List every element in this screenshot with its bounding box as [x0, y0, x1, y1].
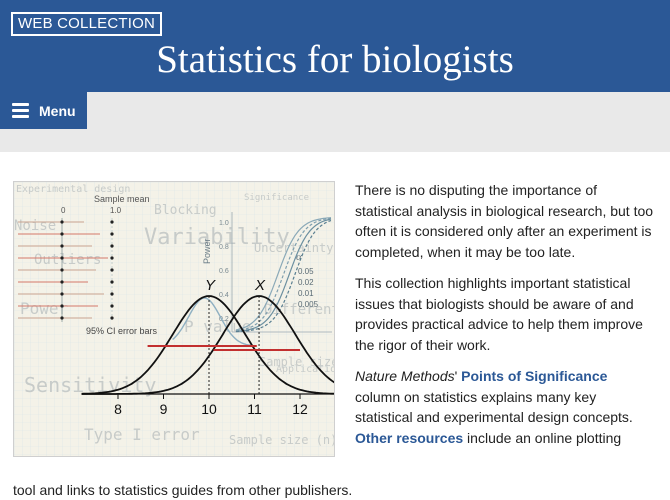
- other-resources-link[interactable]: Other resources: [355, 429, 464, 446]
- error-tick-0: 0: [61, 206, 66, 215]
- hamburger-icon: [12, 100, 29, 121]
- apostrophe: ': [454, 368, 462, 384]
- x-tick-label: 11: [247, 401, 262, 417]
- background-word: Outliers: [34, 252, 101, 268]
- background-density: [172, 297, 255, 347]
- error-bar-point: [60, 304, 64, 308]
- page-title: Statistics for biologists: [156, 38, 514, 81]
- points-of-significance-link[interactable]: Points of Significance: [461, 368, 608, 384]
- power-curve: [235, 217, 332, 332]
- error-bar-point: [110, 316, 114, 320]
- distribution-y: [81, 295, 334, 395]
- background-word: Type I error: [84, 425, 200, 444]
- power-curve: [235, 218, 332, 332]
- paragraph-1: There is no disputing the importance of …: [355, 182, 654, 260]
- power-curve: [235, 219, 332, 333]
- power-tick: 0.4: [219, 292, 229, 299]
- series-label-x: X: [254, 277, 266, 294]
- error-bar-point: [60, 316, 64, 320]
- error-bar-point: [110, 304, 114, 308]
- error-bar-point: [110, 268, 114, 272]
- power-tick: 0.2: [219, 316, 229, 323]
- power-tick: 0.8: [219, 244, 229, 251]
- series-label-y: Y: [205, 277, 216, 294]
- statistics-illustration: Experimental design Significance Blocking N…: [14, 182, 334, 456]
- error-bar-point: [60, 232, 64, 236]
- background-word: Variability: [144, 225, 290, 250]
- power-label: Power: [202, 238, 212, 264]
- paragraph-3-text-end: include an online plotting: [463, 429, 622, 446]
- background-word: Significance: [244, 193, 309, 203]
- error-tick-1: 1.0: [110, 206, 122, 215]
- alpha-value: 0.01: [298, 289, 314, 298]
- alpha-value: 0.05: [298, 267, 314, 276]
- background-word: Noise: [14, 218, 56, 234]
- x-tick-label: 12: [292, 401, 308, 417]
- paragraph-3: Nature Methods' Points of Significance c…: [355, 366, 655, 448]
- error-bar-point: [60, 220, 64, 224]
- sample-mean-label: Sample mean: [94, 194, 150, 204]
- power-curve: [235, 217, 332, 331]
- power-tick: 1.0: [219, 220, 229, 227]
- error-bar-point: [60, 292, 64, 296]
- journal-name: Nature Methods: [355, 368, 455, 384]
- error-bar-point: [60, 256, 64, 260]
- menu-label: Menu: [39, 102, 76, 119]
- error-bar-point: [110, 232, 114, 236]
- background-word: Power: [20, 299, 69, 318]
- error-bar-point: [60, 268, 64, 272]
- alpha-label: α: [296, 251, 302, 263]
- intro-text: There is no disputing the importance of …: [355, 180, 655, 459]
- paragraph-2: This collection highlights important sta…: [355, 275, 643, 353]
- error-bar-point: [60, 280, 64, 284]
- header-banner: WEB COLLECTION Statistics for biologists: [0, 0, 670, 92]
- error-bar-point: [110, 292, 114, 296]
- background-word: Experimental design: [16, 184, 130, 195]
- ci-label: 95% CI error bars: [86, 326, 158, 336]
- error-bar-point: [110, 244, 114, 248]
- x-tick-label: 10: [201, 401, 217, 417]
- menu-bar: Menu: [0, 92, 670, 152]
- background-word: P value: [184, 317, 251, 336]
- statistics-figure: Experimental design Significance Blocking N…: [13, 181, 335, 457]
- background-word: Sample size: [259, 355, 334, 369]
- x-tick-label: 9: [160, 401, 168, 417]
- background-word: Application: [276, 364, 334, 375]
- error-bar-point: [110, 256, 114, 260]
- alpha-value: 0.005: [298, 300, 319, 309]
- collection-badge: WEB COLLECTION: [11, 12, 162, 36]
- paragraph-3-text: column on statistics explains many key s…: [355, 388, 633, 426]
- error-bar-point: [110, 220, 114, 224]
- background-word: Sample size (n): [229, 433, 334, 447]
- background-word: Blocking: [154, 203, 217, 218]
- error-bar-point: [110, 280, 114, 284]
- menu-button[interactable]: Menu: [0, 92, 87, 129]
- error-bar-point: [60, 244, 64, 248]
- paragraph-3-continuation: tool and links to statistics guides from…: [13, 482, 353, 498]
- x-tick-label: 8: [114, 401, 122, 417]
- alpha-value: 0.02: [298, 278, 314, 287]
- power-tick: 0.6: [219, 268, 229, 275]
